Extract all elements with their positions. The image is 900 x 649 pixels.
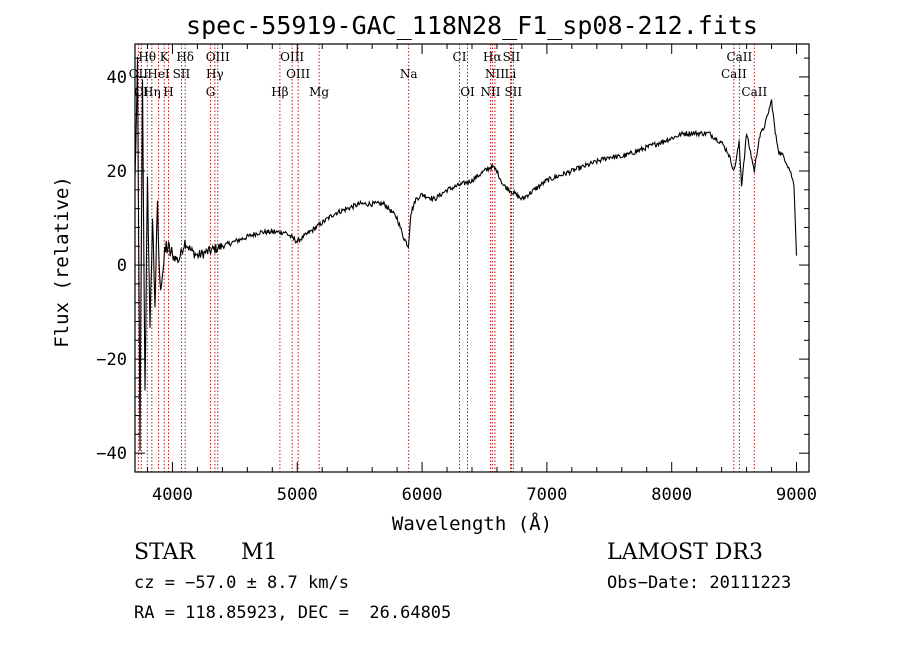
axis-tick-labels: 4000 5000 6000 7000 8000 9000 −40 −20 0 20 40	[96, 68, 817, 505]
line-label-19: Hη	[143, 85, 161, 99]
spectral-line-markers	[137, 44, 755, 472]
line-label-4: OIII	[280, 50, 304, 64]
line-label-21: G	[206, 85, 216, 99]
survey-name: LAMOST DR3	[607, 540, 763, 565]
object-class: STAR	[134, 540, 195, 565]
x-tick-label-5: 9000	[776, 485, 817, 505]
line-label-0: Hθ	[138, 50, 156, 64]
line-label-11: SII	[173, 67, 191, 81]
line-label-5: CI	[453, 50, 467, 64]
line-label-12: Hγ	[206, 67, 224, 81]
x-tick-label-0: 4000	[152, 485, 193, 505]
object-subclass: M1	[241, 540, 278, 565]
line-label-8: CaII	[726, 50, 752, 64]
plot-frame	[134, 43, 810, 473]
axis-ticks	[135, 44, 809, 472]
y-tick-label-1: −20	[96, 350, 127, 370]
line-label-20: H	[163, 85, 173, 99]
x-tick-label-2: 6000	[402, 485, 443, 505]
observation-date: Obs−Date: 20111223	[607, 573, 792, 593]
line-label-2: Hδ	[176, 50, 194, 64]
line-label-17: CaII	[721, 67, 747, 81]
y-axis-label: Flux (relative)	[51, 176, 73, 348]
sky-coordinates: RA = 118.85923, DEC = 26.64805	[134, 603, 452, 623]
y-tick-label-2: 0	[117, 256, 127, 276]
x-tick-label-1: 5000	[277, 485, 318, 505]
line-label-15: NII	[485, 67, 505, 81]
line-label-10: HeI	[147, 67, 170, 81]
x-tick-label-3: 7000	[526, 485, 567, 505]
line-label-14: Na	[400, 67, 418, 81]
line-label-16: Li	[505, 67, 517, 81]
line-label-1: K	[160, 50, 170, 64]
line-label-27: CaII	[741, 85, 767, 99]
x-tick-label-4: 8000	[651, 485, 692, 505]
x-axis-label: Wavelength (Å)	[392, 512, 552, 535]
y-tick-label-3: 20	[107, 162, 127, 182]
line-label-23: Mg	[309, 85, 329, 99]
redshift-cz: cz = −57.0 ± 8.7 km/s	[134, 573, 349, 593]
line-label-6: Hα	[483, 50, 502, 64]
line-label-22: Hβ	[271, 85, 288, 99]
line-label-7: SII	[503, 50, 521, 64]
line-label-24: OI	[460, 85, 475, 99]
line-label-25: NII	[480, 85, 500, 99]
line-label-13: OIII	[286, 67, 310, 81]
y-tick-label-4: 40	[107, 68, 127, 88]
y-tick-label-0: −40	[96, 444, 127, 464]
spectrum-line	[134, 56, 798, 451]
line-label-9: OII	[129, 67, 149, 81]
line-label-3: OIII	[206, 50, 230, 64]
line-label-26: SII	[504, 85, 522, 99]
chart-title: spec-55919-GAC_118N28_F1_sp08-212.fits	[186, 11, 758, 40]
